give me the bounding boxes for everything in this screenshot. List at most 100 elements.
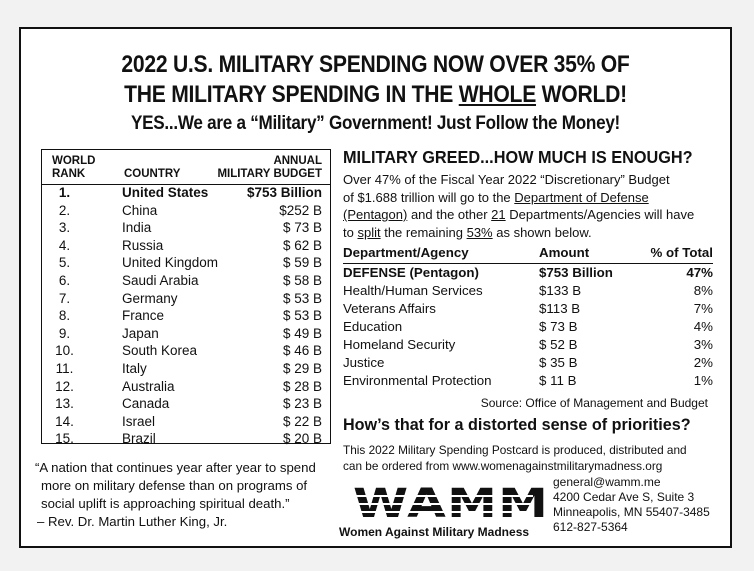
intro-2-text: of $1.688 trillion will go to the	[343, 189, 515, 205]
amount-cell: $ 11 B	[539, 373, 577, 388]
country-cell: France	[122, 308, 165, 324]
intro-53: 53%	[466, 224, 493, 240]
ranking-row: 2. China $252 B	[42, 202, 330, 220]
ranking-row: 7. Germany $ 53 B	[42, 290, 330, 308]
intro-line-3: (Pentagon) and the other 21 Departments/…	[343, 206, 723, 224]
ranking-row: 12. Australia $ 28 B	[42, 378, 330, 396]
quote-line-2: more on military defense than on program…	[41, 478, 308, 493]
pct-cell: 8%	[693, 283, 713, 298]
rank-cell: 1.	[58, 185, 71, 200]
agency-cell: Veterans Affairs	[343, 301, 436, 316]
budget-cell: $ 59 B	[282, 255, 322, 271]
rank-cell: 12.	[55, 378, 74, 394]
department-row: DEFENSE (Pentagon) $753 Billion 47%	[343, 264, 713, 282]
budget-cell: $ 46 B	[282, 343, 322, 359]
country-cell: South Korea	[122, 343, 198, 359]
intro-line-1: Over 47% of the Fiscal Year 2022 “Discre…	[343, 172, 670, 187]
quote-line-1: “A nation that continues year after year…	[35, 460, 316, 475]
department-rows: DEFENSE (Pentagon) $753 Billion 47% Health/…	[343, 264, 713, 390]
country-cell: Canada	[122, 396, 170, 412]
department-row: Environmental Protection $ 11 B 1%	[343, 372, 713, 390]
country-cell: Russia	[122, 237, 164, 253]
amount-cell: $ 35 B	[539, 355, 578, 370]
department-row: Health/Human Services $133 B 8%	[343, 282, 713, 300]
agency-cell: Homeland Security	[343, 337, 456, 352]
ranking-row: 15. Brazil $ 20 B	[42, 430, 330, 448]
department-header: Department/Agency Amount % of Total	[343, 245, 713, 264]
country-cell: Israel	[122, 413, 156, 429]
budget-cell: $ 20 B	[282, 431, 322, 447]
ranking-row: 9. Japan $ 49 B	[42, 325, 330, 343]
ranking-row: 14. Israel $ 22 B	[42, 413, 330, 431]
country-cell: Australia	[122, 378, 175, 394]
quote-author: – Rev. Dr. Martin Luther King, Jr.	[37, 514, 228, 529]
intro-dod: Department of Defense	[514, 189, 649, 205]
rank-cell: 2.	[58, 202, 71, 218]
rank-cell: 10.	[55, 343, 74, 359]
budget-cell: $753 Billion	[246, 185, 322, 200]
logo-stripe	[353, 503, 533, 505]
country-cell: India	[122, 220, 152, 236]
intro-3-text-end: Departments/Agencies will have	[505, 207, 695, 222]
amount-cell: $753 Billion	[539, 265, 613, 280]
greed-heading: MILITARY GREED...HOW MUCH IS ENOUGH?	[343, 147, 693, 167]
intro-4-text: to	[343, 224, 358, 240]
rank-cell: 15.	[55, 431, 74, 447]
intro-3-text: and the other	[407, 207, 492, 222]
ranking-row: 10. South Korea $ 46 B	[42, 342, 330, 360]
header-rank-2: RANK	[52, 168, 86, 180]
pct-cell: 3%	[693, 337, 713, 352]
logo-stripe	[353, 511, 533, 513]
agency-cell: Justice	[343, 355, 385, 370]
source-note: Source: Office of Management and Budget	[480, 396, 708, 410]
budget-cell: $252 B	[279, 202, 322, 218]
agency-cell: Education	[343, 319, 403, 334]
pct-cell: 4%	[693, 319, 713, 334]
department-row: Veterans Affairs $113 B 7%	[343, 300, 713, 318]
intro-line-4: to split the remaining 53% as shown belo…	[343, 224, 723, 242]
pct-cell: 47%	[686, 265, 713, 280]
rank-cell: 3.	[58, 220, 71, 236]
contact-address-1: 4200 Cedar Ave S, Suite 3	[553, 490, 695, 504]
pct-cell: 2%	[693, 355, 713, 370]
intro-4-mid: the remaining	[380, 224, 467, 240]
department-table: Department/Agency Amount % of Total DEFE…	[343, 245, 713, 390]
header-agency: Department/Agency	[343, 245, 469, 260]
country-cell: United States	[122, 185, 209, 200]
agency-cell: DEFENSE (Pentagon)	[343, 265, 479, 280]
country-cell: China	[122, 202, 158, 218]
produced-note: This 2022 Military Spending Postcard is …	[343, 443, 723, 474]
contact-phone: 612-827-5364	[553, 520, 628, 534]
rank-cell: 7.	[58, 290, 71, 306]
budget-cell: $ 49 B	[282, 325, 322, 341]
country-cell: Italy	[122, 361, 147, 376]
contact-email[interactable]: general@wamm.me	[553, 475, 661, 489]
ranking-row: 6. Saudi Arabia $ 58 B	[42, 272, 330, 290]
wamm-tagline: Women Against Military Madness	[339, 525, 530, 539]
subheadline: YES...We are a “Military” Government! Ju…	[130, 113, 620, 134]
country-cell: Japan	[122, 325, 159, 341]
contact-address-2: Minneapolis, MN 55407-3485	[553, 505, 710, 519]
headline-line-2: THE MILITARY SPENDING IN THE WHOLE WORLD…	[64, 81, 688, 109]
pct-cell: 1%	[693, 373, 713, 388]
wamm-logo: WAMM Women Against Military Madness	[339, 481, 549, 541]
header-budget-1: ANNUAL	[273, 155, 322, 167]
rank-cell: 5.	[58, 255, 71, 271]
budget-cell: $ 29 B	[282, 361, 322, 376]
budget-cell: $ 53 B	[282, 290, 322, 306]
amount-cell: $ 73 B	[539, 319, 578, 334]
budget-cell: $ 23 B	[282, 396, 322, 412]
rank-cell: 6.	[58, 273, 71, 288]
budget-cell: $ 53 B	[282, 308, 322, 324]
department-row: Homeland Security $ 52 B 3%	[343, 336, 713, 354]
postcard: 2022 U.S. MILITARY SPENDING NOW OVER 35%…	[19, 27, 732, 548]
produced-line-1: This 2022 Military Spending Postcard is …	[343, 443, 687, 457]
ranking-row: 8. France $ 53 B	[42, 307, 330, 325]
rank-cell: 4.	[58, 237, 71, 253]
country-cell: Saudi Arabia	[122, 273, 199, 288]
greed-intro: Over 47% of the Fiscal Year 2022 “Discre…	[343, 171, 723, 241]
amount-cell: $133 B	[539, 283, 582, 298]
ranking-row: 1. United States $753 Billion	[42, 184, 330, 202]
amount-cell: $ 52 B	[539, 337, 578, 352]
country-cell: Germany	[122, 290, 178, 306]
